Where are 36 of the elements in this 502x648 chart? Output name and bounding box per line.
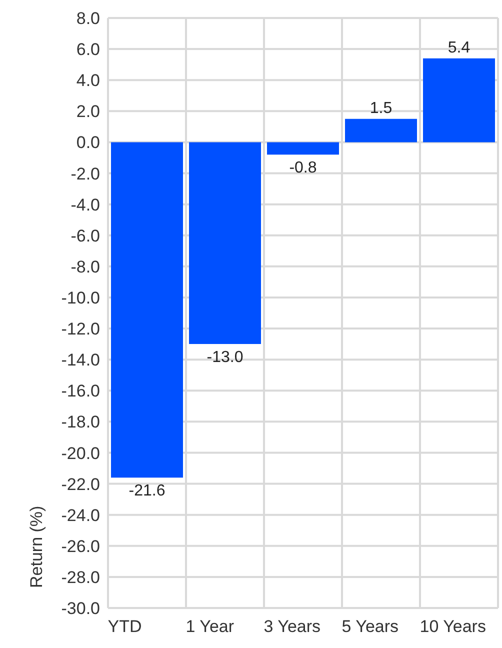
y-tick-label: 2.0 [76, 102, 100, 122]
bar [267, 142, 339, 155]
bar [189, 142, 261, 344]
data-label: 1.5 [370, 100, 392, 117]
y-tick-label: -26.0 [61, 536, 100, 556]
y-tick-label: -28.0 [61, 568, 100, 587]
y-tick-label: 4.0 [76, 71, 100, 90]
y-tick-label: -24.0 [61, 506, 100, 525]
x-tick-label: 3 Years [264, 617, 321, 636]
y-axis-title: Return (%) [27, 506, 46, 588]
bar [111, 142, 183, 478]
y-tick-label: -4.0 [70, 195, 100, 214]
y-tick-label: -22.0 [61, 474, 100, 494]
y-tick-label: 8.0 [76, 9, 100, 28]
y-tick-label: -2.0 [70, 164, 100, 184]
bar [345, 118, 417, 142]
y-tick-label: 0.0 [76, 133, 100, 152]
y-tick-label: -10.0 [61, 288, 100, 308]
data-label: -0.8 [289, 160, 317, 177]
y-tick-label: 6.0 [76, 40, 100, 60]
y-tick-label: -18.0 [61, 412, 100, 432]
y-tick-label: -12.0 [61, 320, 100, 339]
y-tick-label: -6.0 [70, 226, 100, 246]
y-tick-label: -14.0 [61, 350, 100, 370]
x-tick-label: 10 Years [420, 617, 486, 636]
data-label: 5.4 [448, 39, 470, 56]
x-tick-label: 5 Years [342, 617, 399, 636]
y-tick-label: -8.0 [70, 257, 100, 276]
x-tick-label: 1 Year [186, 617, 234, 636]
y-tick-label: -16.0 [61, 382, 100, 401]
bar [423, 58, 495, 142]
y-tick-label: -30.0 [61, 599, 100, 618]
y-tick-label: -20.0 [61, 444, 100, 463]
data-label: -21.6 [128, 482, 166, 500]
x-tick-label: YTD [108, 617, 142, 636]
data-label: -13.0 [206, 349, 244, 366]
